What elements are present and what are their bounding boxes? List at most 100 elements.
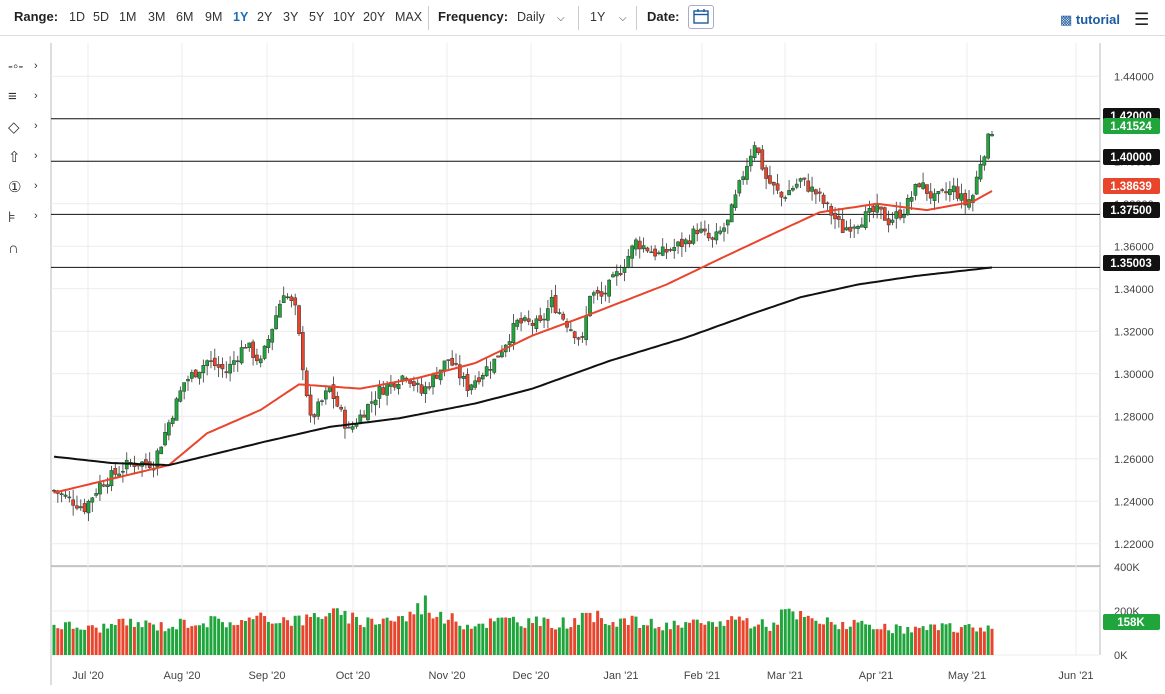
range-button-6m[interactable]: 6M <box>176 10 194 24</box>
range-button-20y[interactable]: 20Y <box>363 10 386 24</box>
measure-tool-icon-glyph: ⊧ <box>8 209 16 226</box>
volume-bar <box>102 623 106 655</box>
volume-bar <box>603 623 607 655</box>
candle-body <box>561 313 566 320</box>
volume-bar <box>538 626 542 655</box>
volume-bar <box>837 629 841 655</box>
volume-bar <box>56 628 60 655</box>
candle-body <box>913 183 918 196</box>
volume-bar <box>224 627 228 655</box>
volume-bar <box>845 629 849 655</box>
candle-body <box>959 193 964 201</box>
candle-body <box>672 247 677 251</box>
arrow-up-icon[interactable]: ⇧ › <box>8 148 44 170</box>
volume-bar <box>400 615 404 655</box>
candle-body <box>932 193 937 201</box>
measure-tool-icon[interactable]: ⊧ › <box>8 208 44 230</box>
calendar-icon[interactable] <box>688 5 714 29</box>
volume-bar <box>370 618 374 655</box>
range-button-3m[interactable]: 3M <box>148 10 166 24</box>
volume-bar <box>783 609 787 655</box>
volume-bar <box>427 612 431 655</box>
candle-body <box>450 358 455 366</box>
volume-bar <box>619 618 623 655</box>
volume-bar <box>286 620 290 655</box>
candle-body <box>75 505 79 509</box>
candle-body <box>105 484 110 488</box>
candle-body <box>775 183 780 191</box>
range-button-1d[interactable]: 1D <box>69 10 85 24</box>
range-button-5d[interactable]: 5D <box>93 10 109 24</box>
candle-body <box>852 226 857 229</box>
candle-body <box>637 240 642 250</box>
expand-arrow-icon[interactable]: › <box>34 60 38 72</box>
volume-bar <box>959 627 963 655</box>
candle-body <box>159 446 164 455</box>
range-button-2y[interactable]: 2Y <box>257 10 273 24</box>
volume-bar <box>948 623 952 655</box>
magnet-icon[interactable]: ∩ <box>8 240 44 262</box>
hamburger-menu-icon[interactable]: ☰ <box>1134 10 1150 29</box>
volume-bar <box>205 627 209 655</box>
crosshair-line-icon[interactable]: -◦- › <box>8 58 44 80</box>
range-button-9m[interactable]: 9M <box>205 10 223 24</box>
chevron-down-icon[interactable]: ⌵ <box>619 13 627 24</box>
candle-body <box>507 341 512 345</box>
candle-body <box>415 382 420 385</box>
expand-arrow-icon[interactable]: › <box>34 120 38 132</box>
candle-body <box>534 318 539 330</box>
expand-arrow-icon[interactable]: › <box>34 210 38 222</box>
range-button-3y[interactable]: 3Y <box>283 10 299 24</box>
candle-body <box>683 239 688 245</box>
period-select[interactable]: 1Y <box>590 10 606 24</box>
chevron-down-icon[interactable]: ⌵ <box>557 13 565 24</box>
tutorial-link[interactable]: ▩ tutorial <box>1060 12 1120 28</box>
volume-bar <box>910 632 914 655</box>
range-button-10y[interactable]: 10Y <box>333 10 356 24</box>
volume-bar <box>776 624 780 655</box>
candle-body <box>951 185 956 193</box>
x-tick-label: May '21 <box>948 670 986 682</box>
candle-body <box>457 364 462 379</box>
range-button-1m[interactable]: 1M <box>119 10 137 24</box>
candle-body <box>710 237 715 240</box>
volume-bar <box>63 622 67 655</box>
expand-arrow-icon[interactable]: › <box>34 90 38 102</box>
range-button-max[interactable]: MAX <box>395 10 423 24</box>
volume-bar <box>504 617 508 655</box>
volume-bar <box>756 624 760 655</box>
candle-body <box>817 191 822 194</box>
volume-bar <box>557 627 561 655</box>
candle-body <box>687 240 692 245</box>
fibonacci-icon[interactable]: ≡ › <box>8 88 44 110</box>
candle-body <box>676 241 680 247</box>
frequency-label: Frequency: <box>438 9 509 24</box>
number-marker-icon[interactable]: ① › <box>8 178 44 200</box>
candle-body <box>572 331 577 339</box>
candle-body <box>760 149 765 170</box>
range-button-5y[interactable]: 5Y <box>309 10 325 24</box>
volume-bar <box>121 618 125 655</box>
volume-bar <box>645 625 649 655</box>
candle-body <box>806 180 811 192</box>
range-button-1y[interactable]: 1Y <box>233 10 249 24</box>
volume-bar <box>132 626 136 655</box>
volume-bar <box>787 608 791 655</box>
volume-bar <box>818 623 822 655</box>
candle-body <box>779 191 784 198</box>
tutorial-label: tutorial <box>1075 12 1120 27</box>
x-tick-label: Sep '20 <box>249 670 286 682</box>
candle-body <box>274 315 278 330</box>
candle-body <box>323 390 328 400</box>
volume-bar <box>688 622 692 655</box>
expand-arrow-icon[interactable]: › <box>34 150 38 162</box>
shape-icon[interactable]: ◇ › <box>8 118 44 140</box>
volume-bar <box>806 615 810 655</box>
frequency-select[interactable]: Daily <box>517 10 545 24</box>
volume-badge: 158K <box>1103 614 1160 630</box>
price-price-badge-bg <box>1103 118 1160 134</box>
ma50-price-badge-text: 1.38639 <box>1110 181 1152 193</box>
candle-body <box>599 291 604 297</box>
expand-arrow-icon[interactable]: › <box>34 180 38 192</box>
